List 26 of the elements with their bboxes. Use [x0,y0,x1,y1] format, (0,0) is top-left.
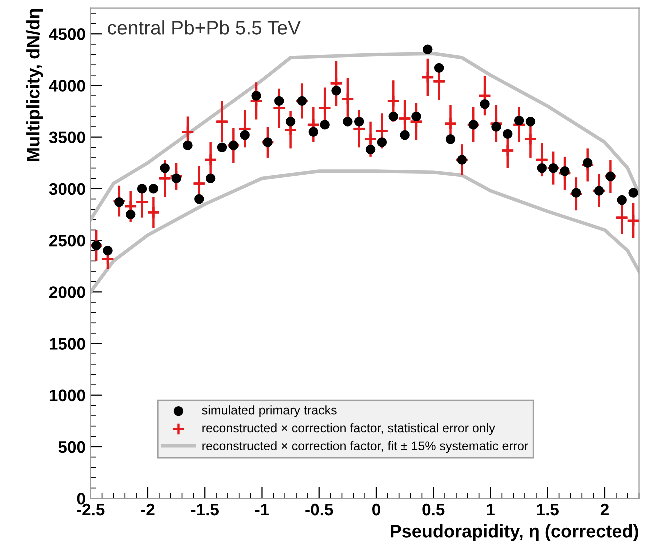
x-tick-label: -2 [141,504,155,516]
y-tick-label: 1000 [50,390,86,402]
y-tick-label: 3000 [49,183,86,196]
x-tick-label: 1.5 [537,504,559,516]
legend-label: reconstructed × correction factor, fit ± 15% systematic error [202,441,528,454]
x-tick-label: -1 [255,504,270,516]
y-tick-label: 2500 [50,234,86,247]
x-tick-label: -2.5 [77,504,105,516]
y-tick-label: 3500 [49,132,86,144]
y-tick-label: 500 [58,441,86,454]
y-tick-label: 4000 [49,80,86,92]
x-tick-label: 1 [487,504,495,516]
y-tick-label: 4500 [49,28,86,40]
x-tick-label: 2 [600,504,609,516]
y-tick-label: 0 [77,493,86,505]
y-tick-label: 2000 [50,286,86,298]
x-tick-label: 0 [372,504,380,516]
x-axis-title: Pseudorapidity, η (corrected) [391,524,638,542]
x-tick-label: -1.5 [191,504,220,516]
x-tick-label: -0.5 [306,504,334,516]
legend-label: simulated primary tracks [202,406,337,418]
y-tick-label: 1500 [50,338,86,350]
legend-label: reconstructed × correction factor, statistical error only [202,423,496,436]
annotation: central Pb+Pb 5.5 TeV [108,20,301,35]
y-axis-title: Multiplicity, dN/dη [26,9,44,162]
x-tick-label: 0.5 [422,504,445,516]
